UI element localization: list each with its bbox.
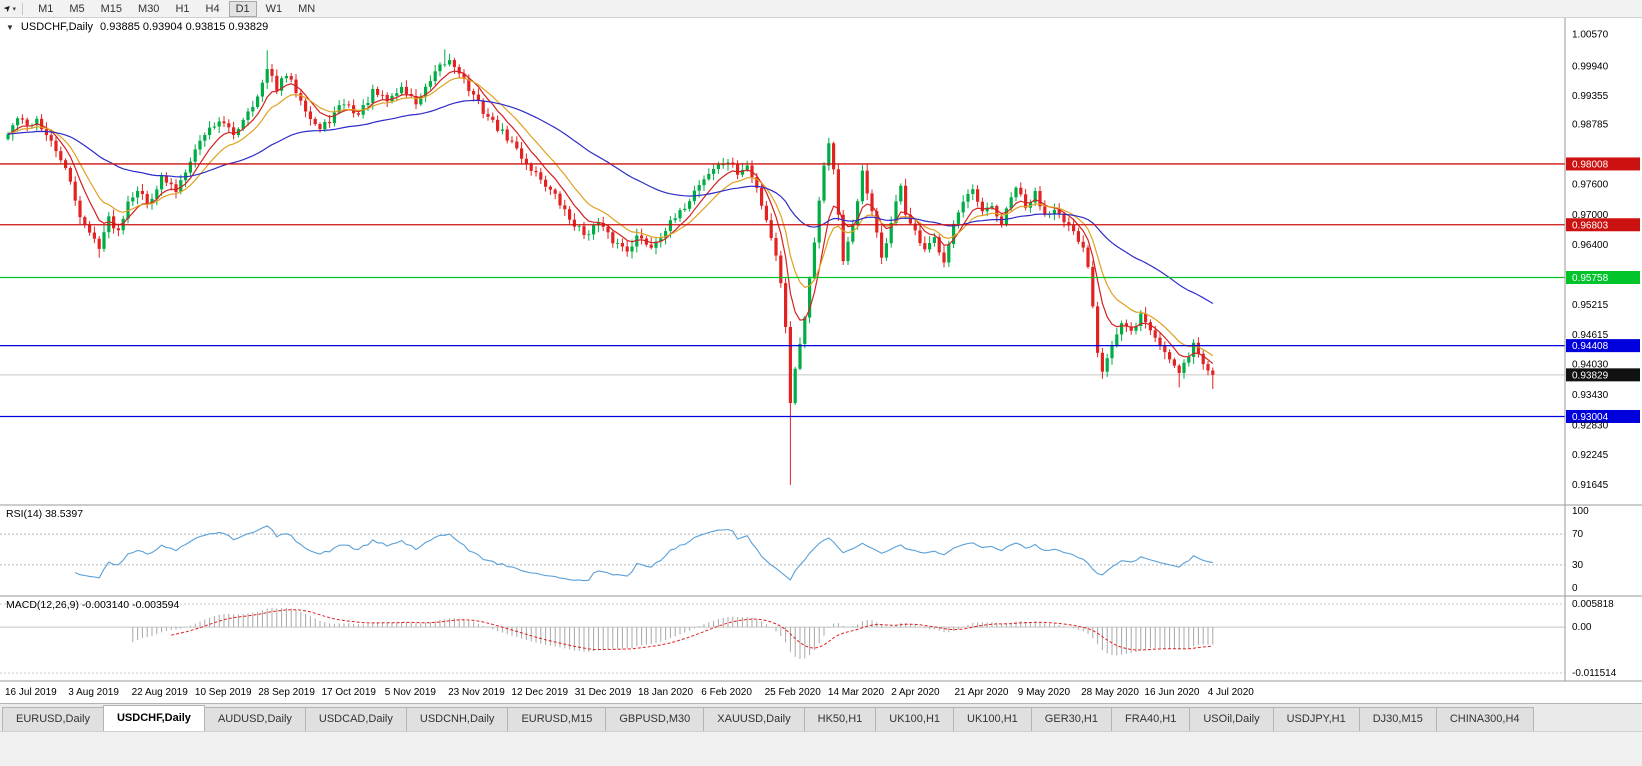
chart-tab-hk50-h1[interactable]: HK50,H1 (803, 707, 877, 731)
chart-tab-uk100-h1[interactable]: UK100,H1 (875, 707, 955, 731)
svg-text:0.95758: 0.95758 (1572, 273, 1609, 284)
timeframe-button-m30[interactable]: M30 (131, 1, 166, 17)
chart-tab-uk100-h1[interactable]: UK100,H1 (953, 707, 1032, 731)
timeframe-button-m1[interactable]: M1 (31, 1, 60, 17)
timeframe-button-h4[interactable]: H4 (199, 1, 227, 17)
svg-text:23 Nov 2019: 23 Nov 2019 (448, 687, 505, 698)
timeframe-toolbar: ➤ ▾ M1 M5 M15 M30 H1 H4 D1 W1 MN (0, 0, 1642, 18)
status-strip (0, 731, 1642, 766)
svg-text:3 Aug 2019: 3 Aug 2019 (68, 687, 119, 698)
medium-ma-line (7, 77, 1214, 357)
level-line-0.98008[interactable]: 0.98008 (0, 157, 1640, 171)
svg-text:2 Apr 2020: 2 Apr 2020 (891, 687, 940, 698)
svg-text:0.99355: 0.99355 (1572, 91, 1609, 102)
svg-text:0.92245: 0.92245 (1572, 450, 1609, 461)
fast-ma-line (7, 70, 1214, 364)
svg-text:0.97600: 0.97600 (1572, 180, 1609, 191)
level-line-0.94408[interactable]: 0.94408 (0, 339, 1640, 353)
price-axis-labels: 1.00570 0.99940 0.99355 0.98785 0.97600 0.970… (1572, 30, 1609, 491)
macd-axis-labels: 0.005818 0.00 -0.011514 (1572, 599, 1617, 679)
chart-tab-usdjpy-h1[interactable]: USDJPY,H1 (1272, 707, 1360, 731)
svg-text:25 Feb 2020: 25 Feb 2020 (765, 687, 822, 698)
chart-tab-usdchf-daily[interactable]: USDCHF,Daily (102, 705, 205, 731)
candlestick-series (6, 49, 1215, 485)
svg-text:0.94408: 0.94408 (1572, 341, 1609, 352)
svg-text:0.92830: 0.92830 (1572, 420, 1609, 431)
svg-text:100: 100 (1572, 506, 1589, 517)
svg-text:0.91645: 0.91645 (1572, 480, 1609, 491)
svg-text:0.93430: 0.93430 (1572, 390, 1609, 401)
toolbar-separator (22, 2, 24, 15)
svg-text:0.99940: 0.99940 (1572, 61, 1609, 72)
svg-text:14 Mar 2020: 14 Mar 2020 (828, 687, 885, 698)
panel-separators (0, 18, 1642, 682)
timeframe-button-m5[interactable]: M5 (62, 1, 91, 17)
date-axis-labels: 16 Jul 2019 3 Aug 2019 22 Aug 2019 10 Sep 2… (5, 687, 1254, 698)
chart-tabs-bar: EURUSD,Daily USDCHF,Daily AUDUSD,Daily USDC… (0, 703, 1642, 731)
chart-tab-china300-h4[interactable]: CHINA300,H4 (1435, 707, 1534, 731)
svg-text:1.00570: 1.00570 (1572, 30, 1609, 41)
svg-text:21 Apr 2020: 21 Apr 2020 (955, 687, 1009, 698)
timeframe-button-h1[interactable]: H1 (168, 1, 196, 17)
svg-text:0.93004: 0.93004 (1572, 412, 1609, 423)
svg-text:0.97000: 0.97000 (1572, 210, 1609, 221)
svg-text:12 Dec 2019: 12 Dec 2019 (511, 687, 568, 698)
svg-text:0.94030: 0.94030 (1572, 360, 1609, 371)
timeframe-button-mn[interactable]: MN (291, 1, 322, 17)
svg-text:17 Oct 2019: 17 Oct 2019 (322, 687, 377, 698)
svg-text:0.94615: 0.94615 (1572, 330, 1609, 341)
svg-text:0.96400: 0.96400 (1572, 240, 1609, 251)
svg-text:4 Jul 2020: 4 Jul 2020 (1208, 687, 1255, 698)
chart-tab-usdcad-daily[interactable]: USDCAD,Daily (304, 707, 407, 731)
timeframe-button-w1[interactable]: W1 (259, 1, 290, 17)
rsi-panel: 100 70 30 0 (0, 506, 1589, 594)
timeframe-button-d1[interactable]: D1 (228, 0, 257, 17)
svg-text:0.00: 0.00 (1572, 622, 1592, 633)
svg-text:16 Jun 2020: 16 Jun 2020 (1144, 687, 1199, 698)
macd-panel (0, 603, 1565, 674)
chart-tab-dj30-m15[interactable]: DJ30,M15 (1358, 707, 1437, 731)
svg-text:18 Jan 2020: 18 Jan 2020 (638, 687, 693, 698)
svg-text:0.96803: 0.96803 (1572, 220, 1609, 231)
svg-text:0.93829: 0.93829 (1572, 370, 1609, 381)
chevron-down-icon[interactable]: ▾ (12, 5, 17, 13)
svg-text:31 Dec 2019: 31 Dec 2019 (575, 687, 632, 698)
svg-text:9 May 2020: 9 May 2020 (1018, 687, 1071, 698)
svg-text:5 Nov 2019: 5 Nov 2019 (385, 687, 437, 698)
timeframe-buttons: M1 M5 M15 M30 H1 H4 D1 W1 MN (31, 0, 322, 17)
timeframe-button-m15[interactable]: M15 (94, 1, 129, 17)
chart-tab-eurusd-m15[interactable]: EURUSD,M15 (507, 707, 607, 731)
level-line-0.95758[interactable]: 0.95758 (0, 270, 1640, 284)
svg-text:22 Aug 2019: 22 Aug 2019 (132, 687, 189, 698)
chart-tab-usoil-daily[interactable]: USOil,Daily (1189, 707, 1274, 731)
svg-text:28 Sep 2019: 28 Sep 2019 (258, 687, 315, 698)
level-line-0.93004[interactable]: 0.93004 (0, 409, 1640, 423)
chart-area[interactable]: 0.98008 0.96803 0.95758 0.94408 0.93004 1.005… (0, 18, 1642, 703)
chart-tab-xauusd-daily[interactable]: XAUUSD,Daily (703, 707, 805, 731)
svg-text:30: 30 (1572, 560, 1584, 571)
level-line-0.96803[interactable]: 0.96803 (0, 218, 1640, 232)
svg-text:70: 70 (1572, 529, 1584, 540)
svg-text:16 Jul 2019: 16 Jul 2019 (5, 687, 57, 698)
chart-tab-usdcnh-daily[interactable]: USDCNH,Daily (405, 707, 509, 731)
price-chart-canvas[interactable]: 0.980080.968030.957580.944080.930041.005… (0, 18, 1642, 703)
svg-text:0.95215: 0.95215 (1572, 300, 1609, 311)
chart-tab-gbpusd-m30[interactable]: GBPUSD,M30 (605, 707, 705, 731)
svg-text:-0.011514: -0.011514 (1572, 668, 1617, 679)
svg-text:0.98785: 0.98785 (1572, 120, 1609, 131)
svg-text:0: 0 (1572, 583, 1578, 594)
current-price-badge: 0.93829 (1566, 368, 1640, 382)
svg-text:28 May 2020: 28 May 2020 (1081, 687, 1139, 698)
chart-tab-audusd-daily[interactable]: AUDUSD,Daily (203, 707, 306, 731)
chart-tab-ger30-h1[interactable]: GER30,H1 (1030, 707, 1112, 731)
svg-text:0.98008: 0.98008 (1572, 159, 1609, 170)
svg-text:10 Sep 2019: 10 Sep 2019 (195, 687, 252, 698)
chart-tab-fra40-h1[interactable]: FRA40,H1 (1111, 707, 1191, 731)
svg-text:0.005818: 0.005818 (1572, 599, 1614, 610)
svg-text:6 Feb 2020: 6 Feb 2020 (701, 687, 752, 698)
chart-tab-eurusd-daily[interactable]: EURUSD,Daily (2, 707, 104, 731)
